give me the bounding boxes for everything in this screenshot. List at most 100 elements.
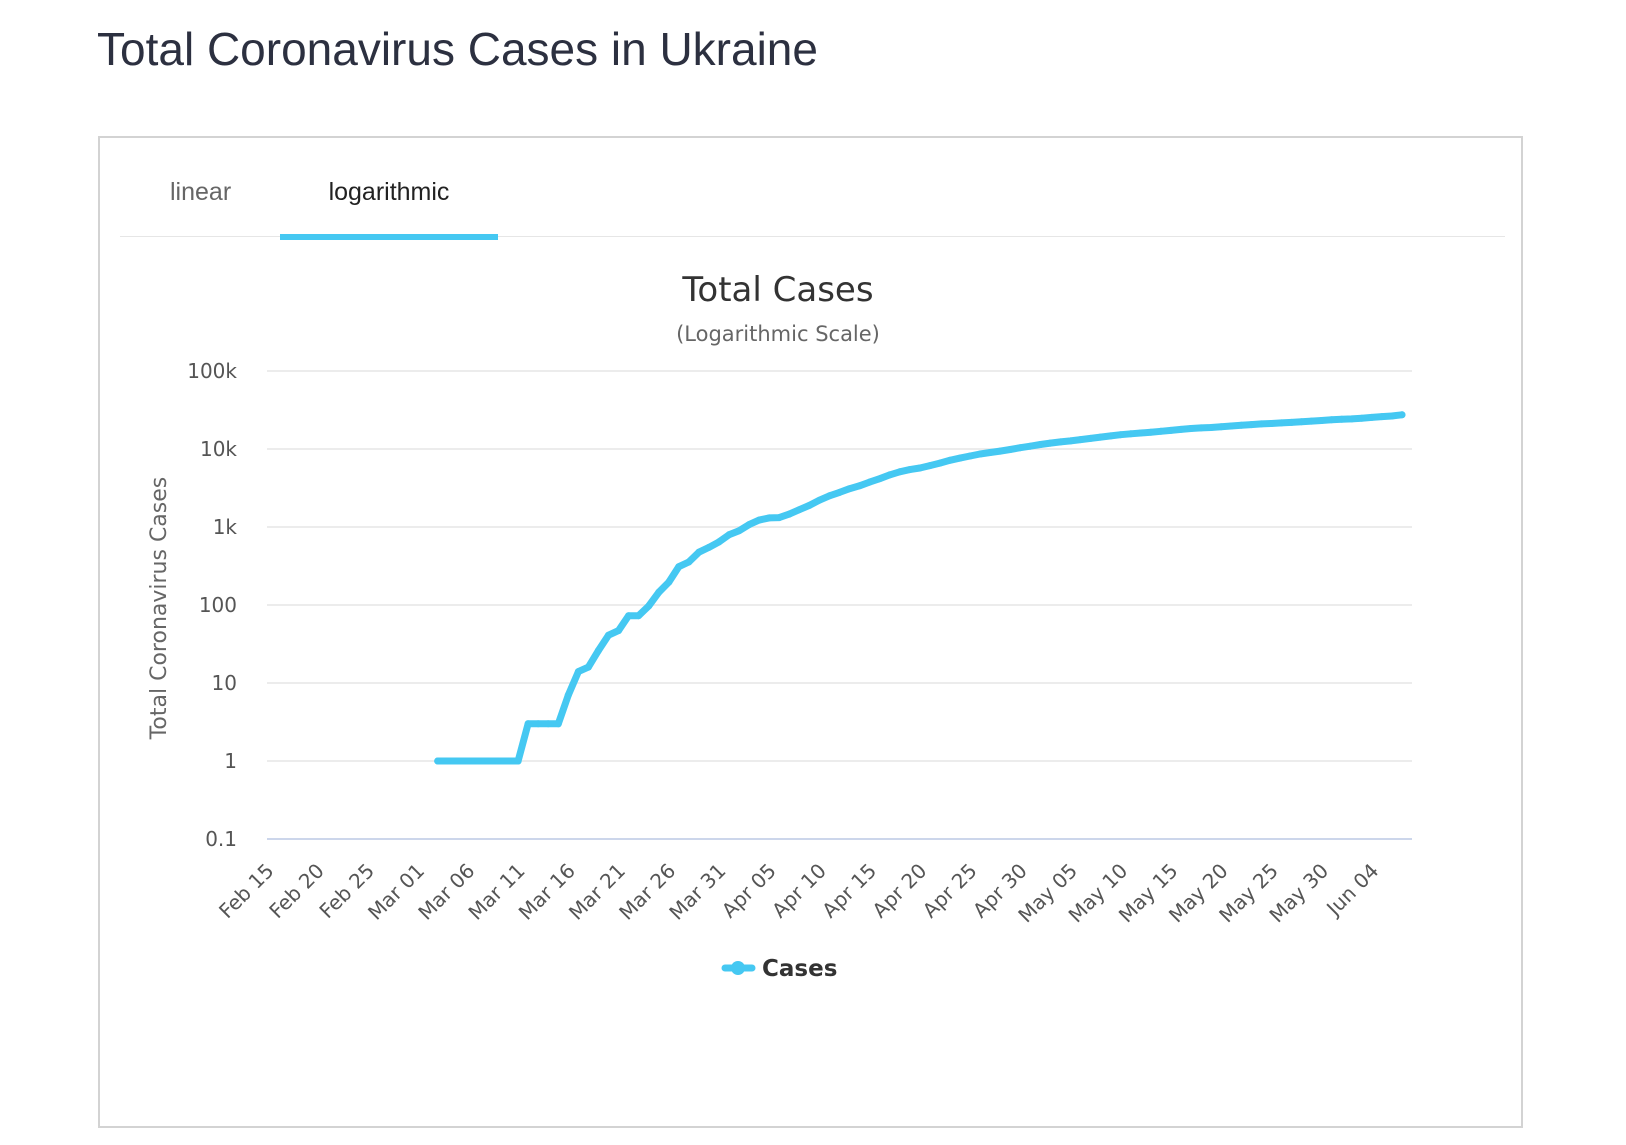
y-tick-label: 100k [187,359,237,383]
page-title: Total Coronavirus Cases in Ukraine [97,23,818,75]
data-point [1057,438,1064,446]
data-point [715,538,723,546]
data-point [1006,446,1014,453]
legend[interactable]: Cases [721,956,837,982]
data-point [474,757,482,765]
data-point [1358,414,1366,422]
x-tick-label: Apr 15 [817,859,881,923]
data-point [976,450,984,458]
data-point [514,757,522,765]
data-point [1167,426,1175,434]
y-tick-label: 1 [224,749,237,773]
data-point [655,588,663,596]
data-point [906,466,914,474]
data-point [896,468,904,476]
tab-linear[interactable]: linear [170,178,232,206]
data-point [876,475,884,483]
chart: Total Cases (Logarithmic Scale) Total Co… [147,270,1412,982]
data-point [836,488,843,496]
data-point [1117,431,1125,439]
data-point [1308,417,1316,425]
y-tick-label: 10k [200,437,237,461]
x-tick-label: Apr 20 [867,859,931,923]
y-tick-label: 10 [212,671,237,695]
x-tick-label: Feb 20 [264,859,329,924]
data-point [1267,420,1275,427]
data-point [916,464,924,472]
scale-tabs: linear logarithmic [120,138,1505,240]
data-point [675,563,683,571]
data-point [1157,427,1165,435]
data-point [1378,413,1386,421]
y-axis-title: Total Coronavirus Cases [147,477,172,741]
data-point [1227,422,1235,430]
data-point [996,447,1004,455]
y-axis-labels: 0.1 1 10 100 1k 10k 100k [187,359,237,851]
data-point [956,454,964,462]
data-point [1328,416,1336,424]
data-point [544,720,552,728]
data-point [1026,442,1034,450]
data-point [1318,417,1326,424]
data-point [1036,441,1044,448]
data-point [584,663,592,671]
data-point [745,521,753,529]
data-point [685,558,693,566]
series-layer [434,411,1406,765]
data-point [464,757,472,765]
data-point [1046,439,1054,447]
data-point [504,757,512,765]
data-point [926,462,934,470]
data-point [1137,429,1145,437]
data-point [1298,418,1305,426]
data-point [1067,437,1074,445]
data-point [574,668,582,676]
legend-marker [731,961,745,975]
data-point [524,720,532,728]
chart-panel: linear logarithmic Total Cases (Logarith… [98,136,1523,1128]
x-tick-label: Mar 31 [664,859,730,925]
data-point [1247,421,1255,429]
x-tick-label: Feb 15 [214,859,279,924]
x-tick-label: Apr 05 [717,859,781,923]
data-point [735,527,743,535]
y-tick-label: 1k [213,515,238,539]
data-point [1338,415,1346,423]
data-point [695,548,703,556]
active-tab-indicator [280,234,498,240]
data-point [434,757,442,765]
data-point [846,485,853,493]
data-point [936,459,944,467]
data-point [484,757,492,765]
data-point [1398,411,1406,419]
data-point [805,501,813,509]
data-point [605,631,612,639]
data-point [946,456,954,464]
x-tick-label: Apr 10 [767,859,831,923]
data-point [765,514,773,522]
data-point [986,449,994,456]
data-point [1288,418,1295,426]
data-point [785,510,793,518]
y-tick-label: 100 [199,593,237,617]
data-point [564,691,572,699]
data-point [866,478,874,486]
data-point [1147,428,1155,436]
data-point [554,720,562,728]
data-point [1077,436,1085,444]
data-point [795,506,803,514]
data-point [1237,421,1245,429]
x-tick-label: Apr 25 [918,859,982,923]
data-point [1087,434,1095,442]
chart-title: Total Cases [681,270,873,310]
data-point [775,514,783,522]
data-point [1097,433,1105,441]
data-point [615,627,622,635]
data-point [1348,415,1356,423]
gridlines [267,370,1412,840]
data-point [1016,444,1024,452]
data-point [534,720,542,728]
data-point [494,757,502,765]
tab-logarithmic[interactable]: logarithmic [280,178,498,240]
